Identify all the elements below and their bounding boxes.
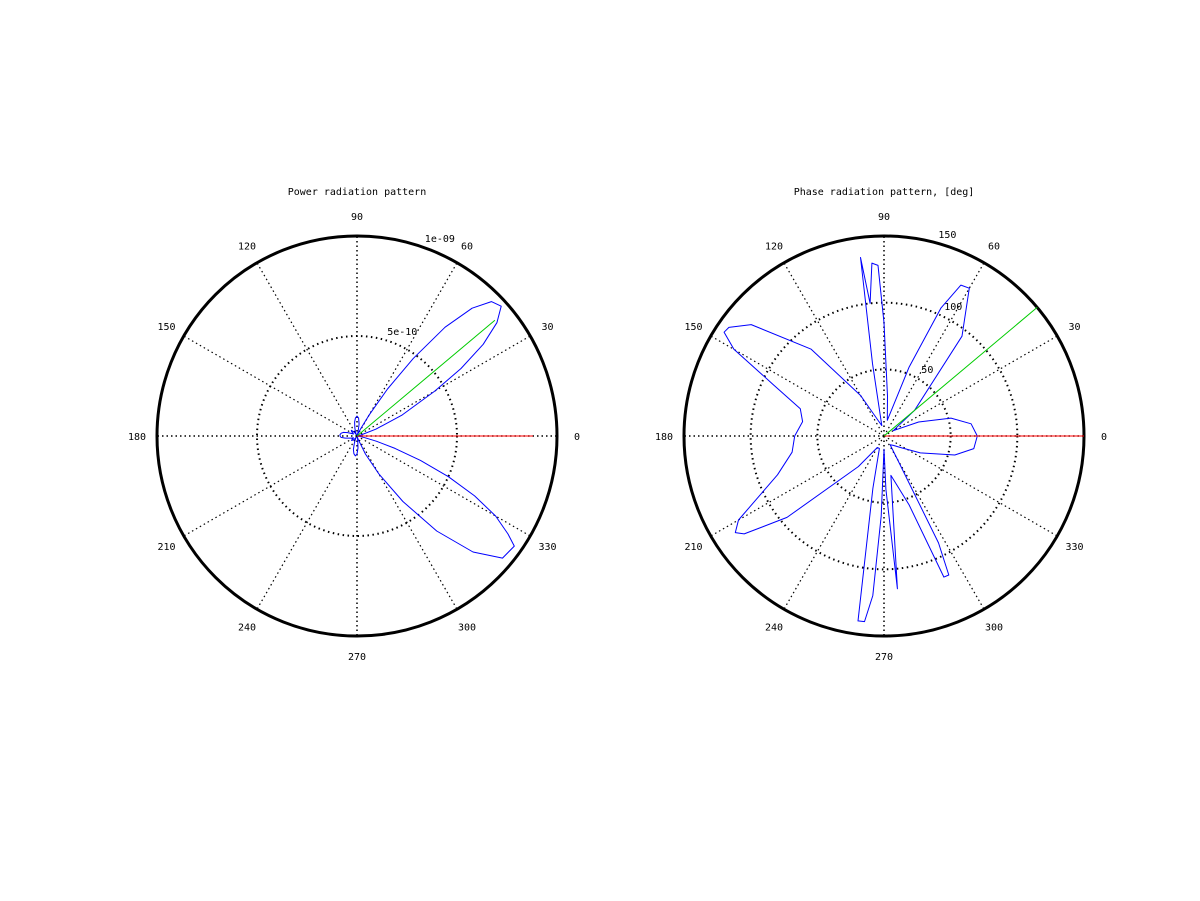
- power-spoke-150: [183, 335, 358, 437]
- phase-angle-label-0: 0: [1101, 432, 1107, 443]
- power-spoke-120: [256, 262, 358, 437]
- phase-r-label: 150: [938, 230, 956, 241]
- power-steer-line: [356, 319, 496, 437]
- phase-angle-label-120: 120: [765, 241, 783, 252]
- phase-spoke-240: [783, 435, 885, 610]
- power-angle-label-90: 90: [351, 212, 363, 223]
- power-r-label: 1e-09: [425, 234, 455, 245]
- phase-pattern-panel: 0 30 60 90 120 150 180 210 240 270 300 330 50 100 150 P…: [655, 187, 1107, 663]
- power-angle-label-270: 270: [348, 652, 366, 663]
- power-angle-label-210: 210: [157, 542, 175, 553]
- phase-spoke-120: [783, 262, 885, 437]
- power-angle-label-0: 0: [574, 432, 580, 443]
- power-spoke-60: [356, 262, 458, 437]
- phase-angle-label-180: 180: [655, 432, 673, 443]
- power-angle-label-30: 30: [542, 322, 554, 333]
- power-spoke-210: [183, 435, 358, 537]
- power-angle-label-180: 180: [128, 432, 146, 443]
- phase-angle-label-30: 30: [1069, 322, 1081, 333]
- power-angle-label-120: 120: [238, 241, 256, 252]
- power-pattern-series: [339, 301, 515, 559]
- power-outer-circle: [155, 234, 559, 638]
- phase-angle-label-90: 90: [878, 212, 890, 223]
- power-spoke-30: [356, 335, 531, 437]
- phase-r-label: 100: [944, 302, 962, 313]
- power-pattern-panel: 0 30 60 90 120 150 180 210 240 270 300 330 5e-10 1e-0…: [128, 187, 580, 663]
- power-spoke-240: [256, 435, 358, 610]
- phase-angle-label-150: 150: [684, 322, 702, 333]
- phase-angle-label-210: 210: [684, 542, 702, 553]
- power-angle-label-150: 150: [157, 322, 175, 333]
- phase-steer-line: [883, 307, 1038, 437]
- power-r-label: 5e-10: [387, 327, 417, 338]
- phase-spoke-30: [883, 335, 1058, 437]
- power-chart-title: Power radiation pattern: [288, 187, 426, 198]
- phase-angle-label-60: 60: [988, 241, 1000, 252]
- phase-spoke-60: [883, 262, 985, 437]
- phase-angle-label-330: 330: [1065, 542, 1083, 553]
- power-angle-label-240: 240: [238, 623, 256, 634]
- power-angle-label-330: 330: [538, 542, 556, 553]
- phase-angle-label-300: 300: [985, 623, 1003, 634]
- phase-spoke-300: [883, 435, 985, 610]
- phase-chart-title: Phase radiation pattern, [deg]: [794, 187, 975, 198]
- phase-pattern-series: [723, 257, 978, 623]
- power-spoke-330: [356, 435, 531, 537]
- phase-spoke-330: [883, 435, 1058, 537]
- phase-angle-label-270: 270: [875, 652, 893, 663]
- power-spoke-300: [356, 435, 458, 610]
- phase-spoke-150: [710, 335, 885, 437]
- phase-angle-label-240: 240: [765, 623, 783, 634]
- power-angle-label-300: 300: [458, 623, 476, 634]
- power-angle-label-60: 60: [461, 241, 473, 252]
- phase-r-label: 50: [921, 365, 933, 376]
